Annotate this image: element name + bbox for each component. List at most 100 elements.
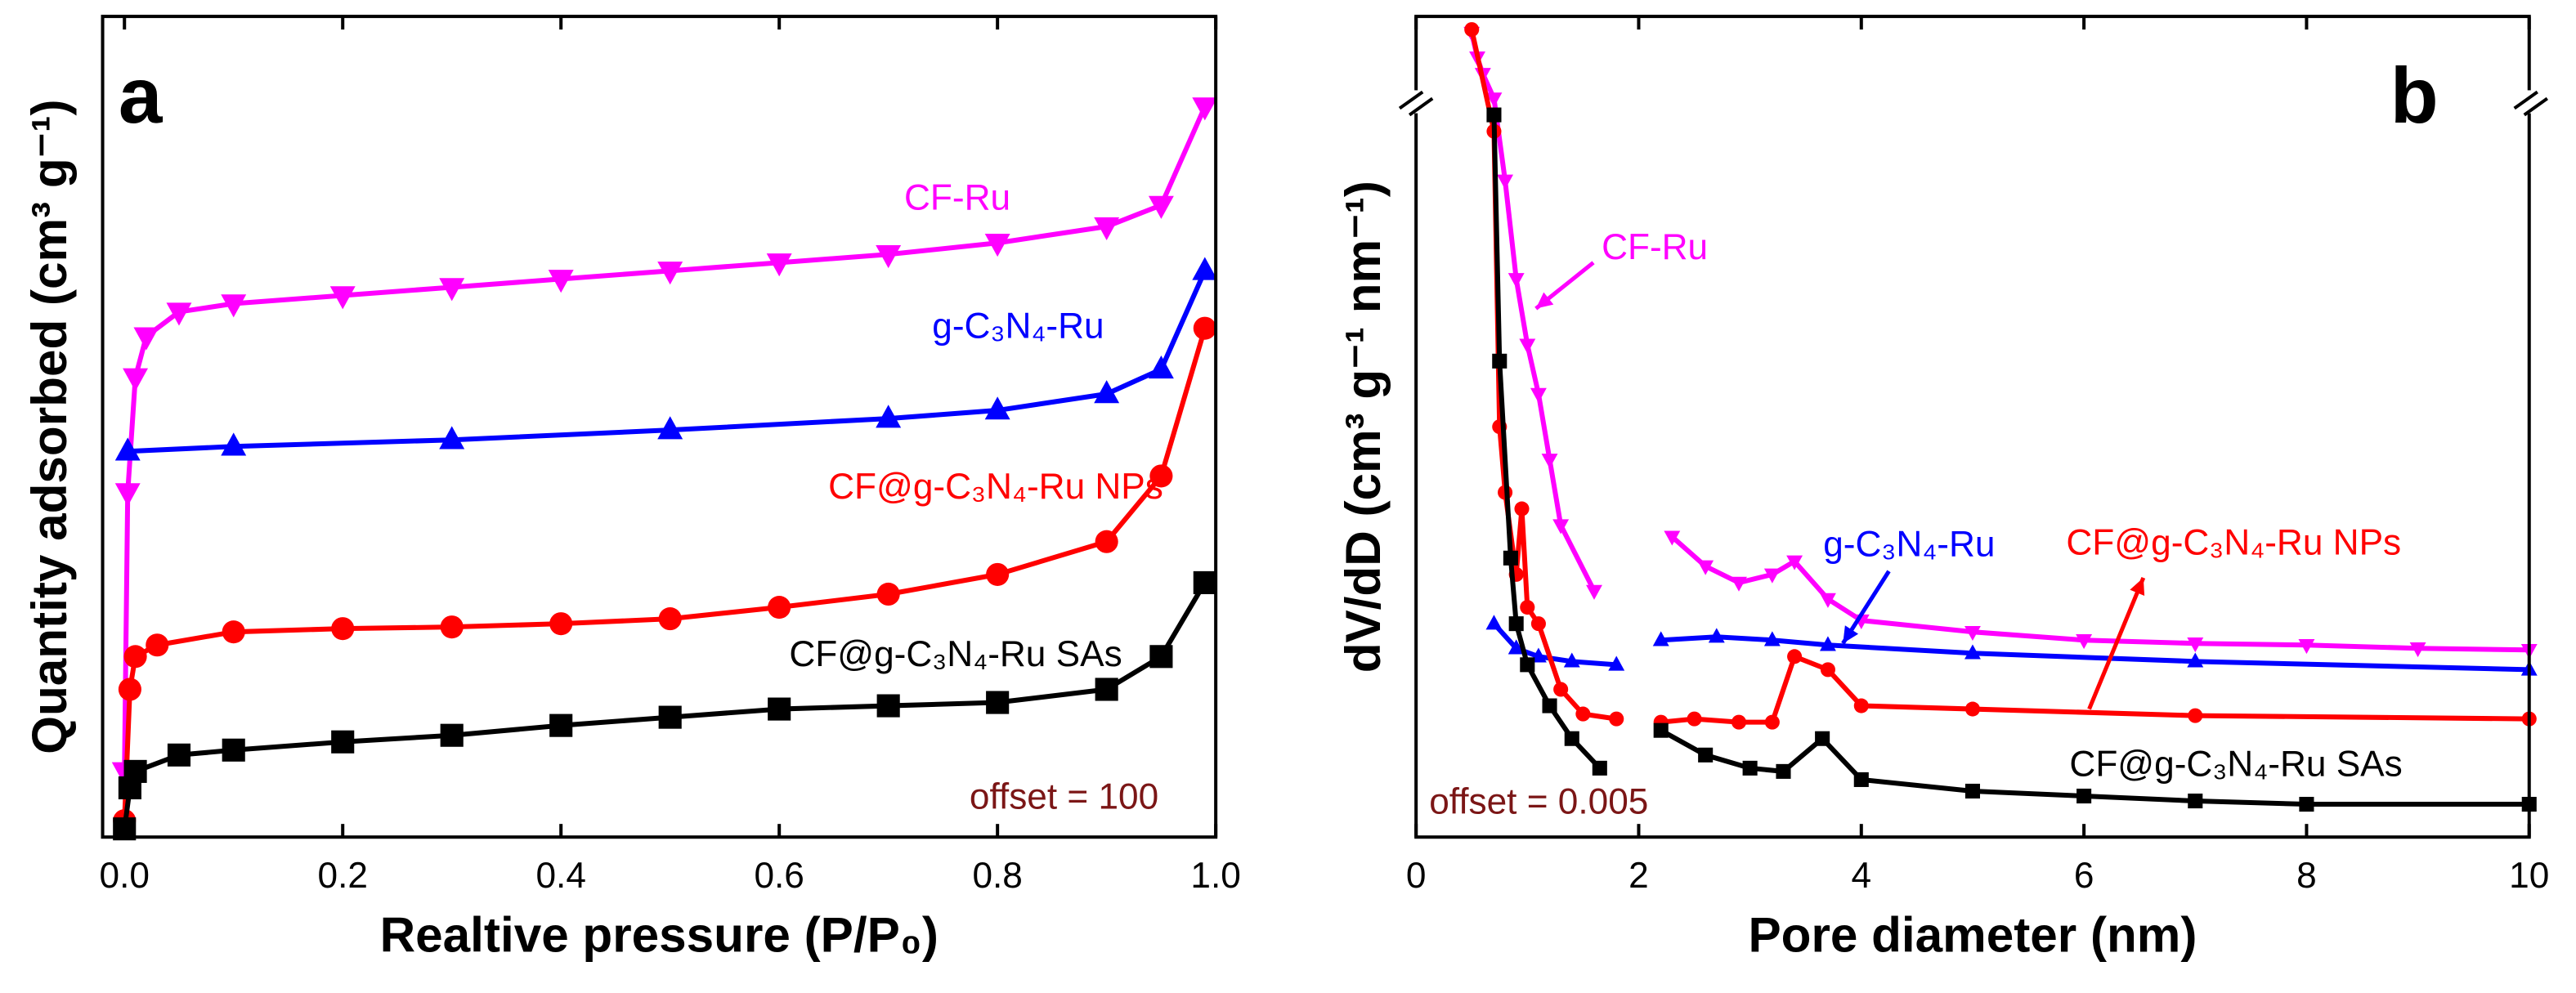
data-point bbox=[1964, 625, 1981, 642]
data-point bbox=[1820, 662, 1835, 678]
x-tick-label: 10 bbox=[2509, 856, 2549, 896]
data-point bbox=[1193, 316, 1216, 340]
data-point bbox=[2076, 633, 2093, 650]
series-label: g-C₃N₄-Ru bbox=[1823, 524, 1995, 564]
x-tick-label: 2 bbox=[1628, 856, 1649, 896]
data-point bbox=[1148, 355, 1174, 379]
data-point bbox=[1763, 631, 1781, 646]
x-tick-label: 6 bbox=[2074, 856, 2094, 896]
data-point bbox=[1687, 711, 1702, 727]
series-label: CF-Ru bbox=[1602, 227, 1708, 267]
data-point bbox=[1853, 698, 1869, 713]
data-point bbox=[1708, 628, 1725, 643]
x-tick-label: 0.0 bbox=[100, 856, 150, 896]
data-point bbox=[1508, 616, 1524, 632]
y-axis-title: dV/dD (cm³ g⁻¹ nm⁻¹) bbox=[1335, 181, 1391, 673]
data-point bbox=[1192, 257, 1218, 280]
data-point bbox=[2076, 788, 2092, 804]
data-point bbox=[876, 694, 900, 718]
data-point bbox=[1095, 678, 1118, 701]
annotation: offset = 0.005 bbox=[1429, 782, 1648, 822]
arrow-head bbox=[1843, 625, 1859, 644]
data-point bbox=[1652, 631, 1669, 646]
data-point bbox=[1653, 722, 1669, 738]
data-point bbox=[658, 705, 682, 729]
data-point bbox=[2187, 652, 2204, 668]
data-point bbox=[2409, 642, 2426, 658]
data-point bbox=[1486, 107, 1502, 123]
data-point bbox=[1149, 464, 1173, 488]
data-point bbox=[118, 678, 141, 701]
data-point bbox=[439, 426, 465, 450]
series-label: CF@g-C₃N₄-Ru SAs bbox=[2069, 745, 2402, 785]
data-point bbox=[1530, 616, 1546, 632]
data-point bbox=[1530, 387, 1547, 403]
y-axis-title: Quantity adsorbed (cm³ g⁻¹) bbox=[21, 99, 77, 754]
series-line bbox=[122, 105, 1207, 772]
data-point bbox=[1763, 568, 1781, 584]
data-point bbox=[2187, 637, 2204, 653]
data-point bbox=[657, 416, 683, 440]
x-tick-label: 0.8 bbox=[972, 856, 1022, 896]
data-point bbox=[1485, 92, 1503, 108]
data-point bbox=[876, 245, 902, 269]
data-point bbox=[766, 253, 792, 277]
data-point bbox=[1964, 783, 1980, 799]
data-point bbox=[1094, 217, 1120, 241]
data-point bbox=[1698, 747, 1714, 763]
data-point bbox=[548, 270, 574, 293]
data-point bbox=[221, 432, 247, 456]
x-axis-title: Pore diameter (nm) bbox=[1748, 907, 2197, 963]
data-point bbox=[1520, 657, 1535, 673]
data-point bbox=[1552, 519, 1570, 535]
data-point bbox=[984, 396, 1010, 420]
series-label: CF@g-C₃N₄-Ru SAs bbox=[789, 634, 1122, 674]
arrow-head bbox=[1535, 292, 1554, 309]
data-point bbox=[440, 723, 464, 747]
data-point bbox=[1149, 645, 1173, 669]
data-point bbox=[1193, 570, 1216, 594]
data-point bbox=[1541, 454, 1558, 469]
data-point bbox=[123, 368, 149, 391]
data-point bbox=[440, 615, 464, 639]
data-point bbox=[1520, 600, 1535, 615]
data-point bbox=[1964, 644, 1981, 660]
data-point bbox=[331, 617, 355, 641]
arrow-head bbox=[2130, 577, 2145, 596]
data-point bbox=[1586, 584, 1602, 600]
data-point bbox=[1564, 731, 1579, 746]
data-point bbox=[166, 302, 192, 326]
data-point bbox=[1731, 576, 1747, 592]
data-point bbox=[1542, 698, 1557, 713]
data-point bbox=[114, 437, 141, 461]
data-point bbox=[1508, 273, 1525, 289]
data-point bbox=[1563, 652, 1580, 668]
data-point bbox=[1964, 701, 1980, 717]
data-point bbox=[1503, 550, 1518, 566]
data-point bbox=[1553, 682, 1569, 697]
data-point bbox=[133, 327, 159, 351]
axis-breaks bbox=[1398, 90, 2549, 117]
data-point bbox=[2299, 797, 2314, 812]
data-point bbox=[1094, 380, 1120, 404]
data-point bbox=[1697, 560, 1714, 575]
data-point bbox=[1508, 639, 1525, 655]
plot-frame bbox=[1414, 15, 2531, 839]
data-point bbox=[657, 262, 683, 285]
x-tick-label: 0 bbox=[1406, 856, 1427, 896]
series-label: CF@g-C₃N₄-Ru NPs bbox=[2066, 522, 2401, 562]
x-tick-label: 0.4 bbox=[535, 856, 585, 896]
x-tick-label: 0.6 bbox=[754, 856, 804, 896]
panel-label: a bbox=[119, 52, 164, 140]
series-label: CF@g-C₃N₄-Ru NPs bbox=[828, 467, 1163, 507]
data-point bbox=[1776, 763, 1791, 779]
data-point bbox=[1592, 760, 1607, 776]
data-point bbox=[876, 582, 900, 606]
data-point bbox=[114, 483, 141, 507]
x-axis-title: Realtive pressure (P/P₀) bbox=[380, 907, 939, 963]
data-point bbox=[1575, 706, 1591, 722]
data-point bbox=[2188, 793, 2203, 809]
data-point bbox=[1731, 714, 1747, 730]
data-point bbox=[549, 713, 573, 737]
data-point bbox=[768, 596, 791, 620]
